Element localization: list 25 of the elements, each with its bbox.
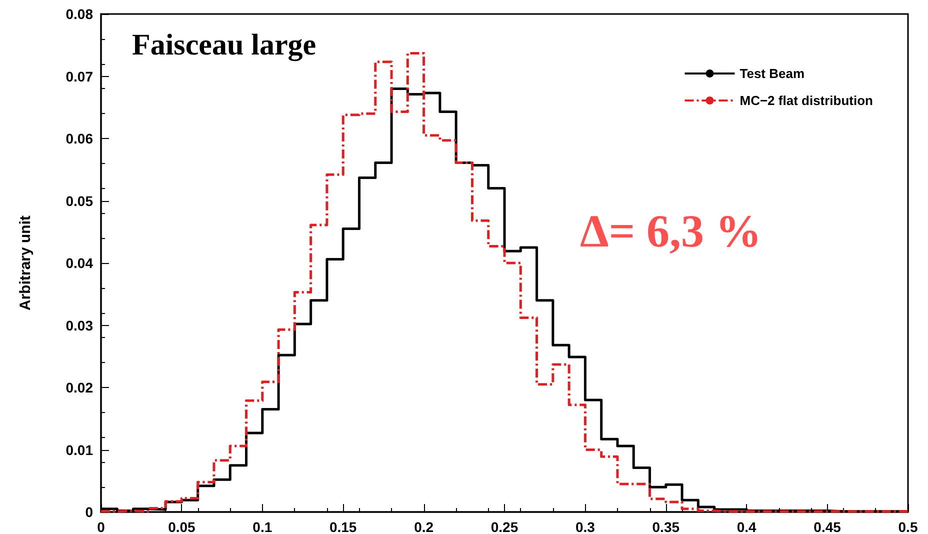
y-tick-label: 0.08 [66,6,94,22]
x-tick-label: 0.15 [329,519,357,534]
x-tick-label: 0.3 [575,519,596,534]
x-tick-label: 0.45 [814,519,842,534]
y-tick-label: 0.03 [66,317,94,334]
y-tick-label: 0.02 [66,380,94,396]
annotation: Δ= 6,3 % [580,206,762,256]
y-axis-title: Arbitrary unit [17,215,34,311]
legend-label: Test Beam [740,66,805,81]
x-tick-label: 0 [97,519,106,534]
y-tick-label: 0.07 [66,68,94,84]
y-tick-label: 0.06 [66,130,94,146]
x-tick-label: 0.35 [652,519,680,534]
x-tick-label: 0.1 [252,519,272,534]
y-tick-label: 0.01 [66,442,94,458]
y-tick-label: 0 [85,504,94,520]
x-tick-label: 0.25 [490,519,518,534]
y-tick-label: 0.05 [66,192,94,209]
y-tick-label: 0.04 [66,255,94,271]
legend-label: MC−2 flat distribution [740,93,874,108]
x-tick-label: 0.4 [736,519,757,534]
x-tick-label: 0.05 [168,519,196,534]
x-tick-label: 0.5 [898,519,918,534]
x-tick-label: 0.2 [414,519,434,534]
annotation: Faisceau large [132,28,316,62]
